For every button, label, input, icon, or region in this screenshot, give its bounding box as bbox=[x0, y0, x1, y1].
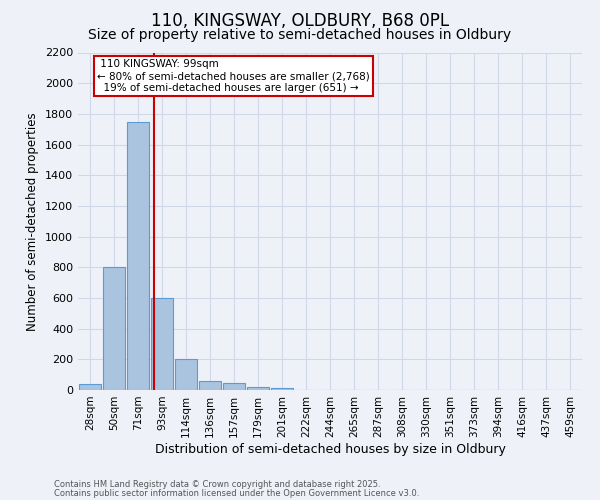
Bar bbox=[127, 122, 149, 390]
Text: Size of property relative to semi-detached houses in Oldbury: Size of property relative to semi-detach… bbox=[88, 28, 512, 42]
Text: Contains public sector information licensed under the Open Government Licence v3: Contains public sector information licen… bbox=[54, 488, 419, 498]
Bar bbox=[175, 358, 197, 390]
Bar bbox=[271, 388, 293, 390]
Bar bbox=[199, 381, 221, 390]
X-axis label: Distribution of semi-detached houses by size in Oldbury: Distribution of semi-detached houses by … bbox=[155, 442, 505, 456]
Bar bbox=[151, 298, 173, 390]
Text: Contains HM Land Registry data © Crown copyright and database right 2025.: Contains HM Land Registry data © Crown c… bbox=[54, 480, 380, 489]
Y-axis label: Number of semi-detached properties: Number of semi-detached properties bbox=[26, 112, 40, 330]
Bar bbox=[103, 268, 125, 390]
Bar bbox=[79, 384, 101, 390]
Bar bbox=[223, 383, 245, 390]
Text: 110 KINGSWAY: 99sqm
← 80% of semi-detached houses are smaller (2,768)
  19% of s: 110 KINGSWAY: 99sqm ← 80% of semi-detach… bbox=[97, 60, 370, 92]
Bar bbox=[247, 387, 269, 390]
Text: 110, KINGSWAY, OLDBURY, B68 0PL: 110, KINGSWAY, OLDBURY, B68 0PL bbox=[151, 12, 449, 30]
